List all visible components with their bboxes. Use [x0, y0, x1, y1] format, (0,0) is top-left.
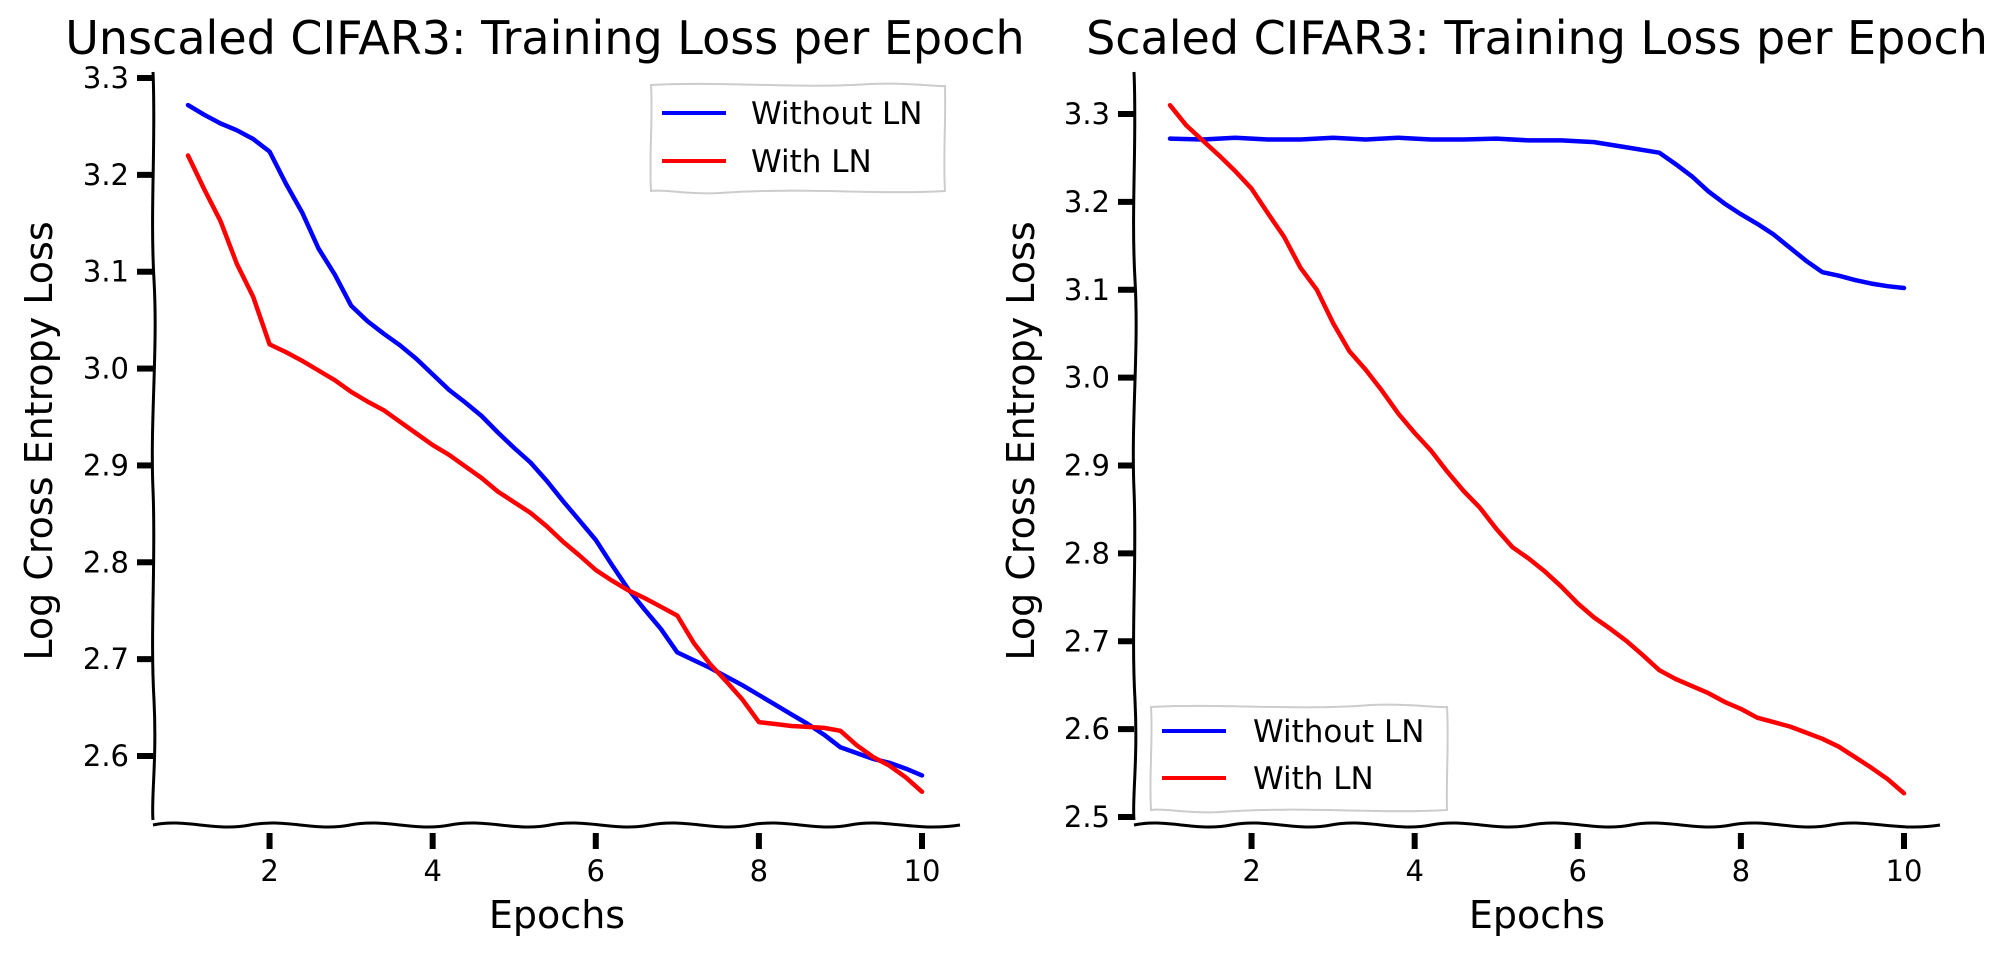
- y-tick-label: 2.7: [1064, 624, 1110, 658]
- y-tick-label: 2.6: [83, 739, 129, 773]
- y-axis-spine: [1131, 71, 1138, 821]
- y-axis-label: Log Cross Entropy Loss: [999, 221, 1043, 660]
- x-tick-label: 2: [260, 854, 278, 888]
- x-axis-spine: [152, 821, 961, 829]
- series-line-without-ln: [185, 102, 925, 778]
- y-tick-label: 2.8: [83, 545, 129, 579]
- y-tick-label: 2.5: [1064, 800, 1110, 834]
- y-axis-spine: [150, 71, 157, 821]
- y-tick-label: 3.2: [83, 158, 129, 192]
- legend-label: Without LN: [1253, 714, 1424, 750]
- legend-label: With LN: [751, 144, 872, 180]
- legend-label: With LN: [1253, 761, 1374, 797]
- x-tick-label: 8: [1732, 854, 1750, 888]
- x-tick-label: 2: [1242, 854, 1260, 888]
- y-tick-label: 3.0: [83, 352, 129, 386]
- y-ticks: 2.6 2.7 2.8 2.9 3.0 3.1 3.2 3.3: [83, 61, 153, 773]
- x-tick-label: 4: [1405, 854, 1423, 888]
- series-lines: [1167, 102, 1907, 796]
- series-line-with-ln: [1167, 102, 1907, 796]
- y-tick-label: 2.8: [1064, 536, 1110, 570]
- y-tick-label: 2.6: [1064, 712, 1110, 746]
- y-tick-label: 3.3: [83, 61, 129, 95]
- y-tick-label: 3.2: [1064, 185, 1110, 219]
- x-tick-label: 10: [1886, 854, 1923, 888]
- chart-title: Unscaled CIFAR3: Training Loss per Epoch: [65, 11, 1024, 65]
- x-tick-label: 8: [750, 854, 768, 888]
- x-axis-label: Epochs: [489, 893, 625, 937]
- legend: Without LN With LN: [649, 82, 947, 195]
- series-line-without-ln: [1167, 135, 1907, 291]
- x-ticks: 2 4 6 8 10: [1242, 833, 1922, 888]
- chart-panel-unscaled: Unscaled CIFAR3: Training Loss per Epoch…: [17, 11, 1025, 937]
- x-axis-label: Epochs: [1469, 893, 1605, 937]
- y-ticks: 2.5 2.6 2.7 2.8 2.9 3.0 3.1 3.2 3.3: [1064, 97, 1134, 834]
- chart-panel-scaled: Scaled CIFAR3: Training Loss per Epoch L…: [999, 11, 1988, 937]
- legend: Without LN With LN: [1149, 703, 1449, 814]
- x-tick-label: 6: [1569, 854, 1587, 888]
- series-lines: [185, 102, 925, 795]
- chart-title: Scaled CIFAR3: Training Loss per Epoch: [1086, 11, 1988, 65]
- series-line-with-ln: [185, 153, 925, 795]
- y-tick-label: 3.1: [1064, 273, 1110, 307]
- y-tick-label: 3.1: [83, 255, 129, 289]
- x-tick-label: 6: [587, 854, 605, 888]
- x-tick-label: 10: [904, 854, 941, 888]
- x-tick-label: 4: [423, 854, 441, 888]
- y-axis-label: Log Cross Entropy Loss: [17, 221, 61, 660]
- y-tick-label: 3.0: [1064, 361, 1110, 395]
- legend-label: Without LN: [751, 96, 922, 132]
- y-tick-label: 3.3: [1064, 97, 1110, 131]
- x-axis-spine: [1133, 821, 1941, 829]
- y-tick-label: 2.9: [1064, 449, 1110, 483]
- y-tick-label: 2.7: [83, 642, 129, 676]
- x-ticks: 2 4 6 8 10: [260, 833, 940, 888]
- y-tick-label: 2.9: [83, 448, 129, 482]
